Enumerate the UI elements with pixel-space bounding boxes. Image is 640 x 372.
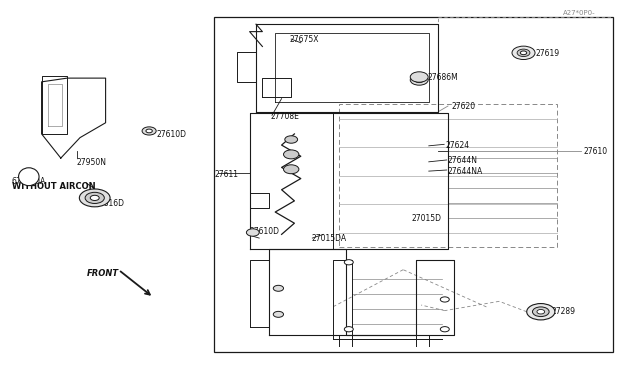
Circle shape [512, 46, 535, 60]
Text: 27619: 27619 [535, 49, 559, 58]
Circle shape [520, 51, 527, 55]
Text: 27289: 27289 [552, 307, 576, 316]
Bar [214, 17, 613, 352]
Text: FRONT: FRONT [86, 269, 118, 278]
Text: 27950N: 27950N [77, 158, 107, 167]
Text: 27708E: 27708E [271, 112, 300, 121]
Bar [339, 104, 557, 247]
Circle shape [273, 285, 284, 291]
Text: 27675X: 27675X [290, 35, 319, 44]
Circle shape [246, 229, 259, 236]
Circle shape [146, 129, 152, 133]
Text: 27610D: 27610D [157, 130, 187, 139]
Circle shape [344, 327, 353, 332]
Text: 27644N: 27644N [448, 156, 478, 165]
Text: 67816D: 67816D [95, 199, 125, 208]
Circle shape [415, 77, 424, 83]
Circle shape [273, 311, 284, 317]
Circle shape [284, 165, 299, 174]
Circle shape [284, 150, 299, 159]
Text: 27686M: 27686M [428, 73, 458, 81]
Text: 27611: 27611 [214, 170, 239, 179]
Circle shape [527, 304, 555, 320]
Text: 27624: 27624 [445, 141, 470, 150]
Circle shape [90, 195, 99, 201]
Circle shape [85, 192, 104, 203]
Circle shape [410, 72, 428, 82]
Text: WITHOUT AIRCON: WITHOUT AIRCON [12, 182, 95, 191]
Circle shape [79, 189, 110, 207]
Text: 678160A: 678160A [12, 177, 46, 186]
Circle shape [517, 49, 530, 57]
Text: 27644NA: 27644NA [448, 167, 483, 176]
Circle shape [285, 136, 298, 143]
Text: 27610D: 27610D [250, 227, 280, 236]
Text: 27015D: 27015D [412, 214, 442, 223]
Text: 27610: 27610 [584, 147, 608, 156]
Text: 27015DA: 27015DA [311, 234, 346, 243]
Text: A27*0P0-: A27*0P0- [563, 10, 596, 16]
Ellipse shape [19, 168, 39, 186]
Circle shape [537, 310, 545, 314]
Text: 27620: 27620 [452, 102, 476, 110]
Circle shape [410, 75, 428, 85]
Circle shape [344, 260, 353, 265]
Circle shape [440, 297, 449, 302]
Circle shape [440, 327, 449, 332]
Circle shape [142, 127, 156, 135]
Circle shape [532, 307, 549, 317]
